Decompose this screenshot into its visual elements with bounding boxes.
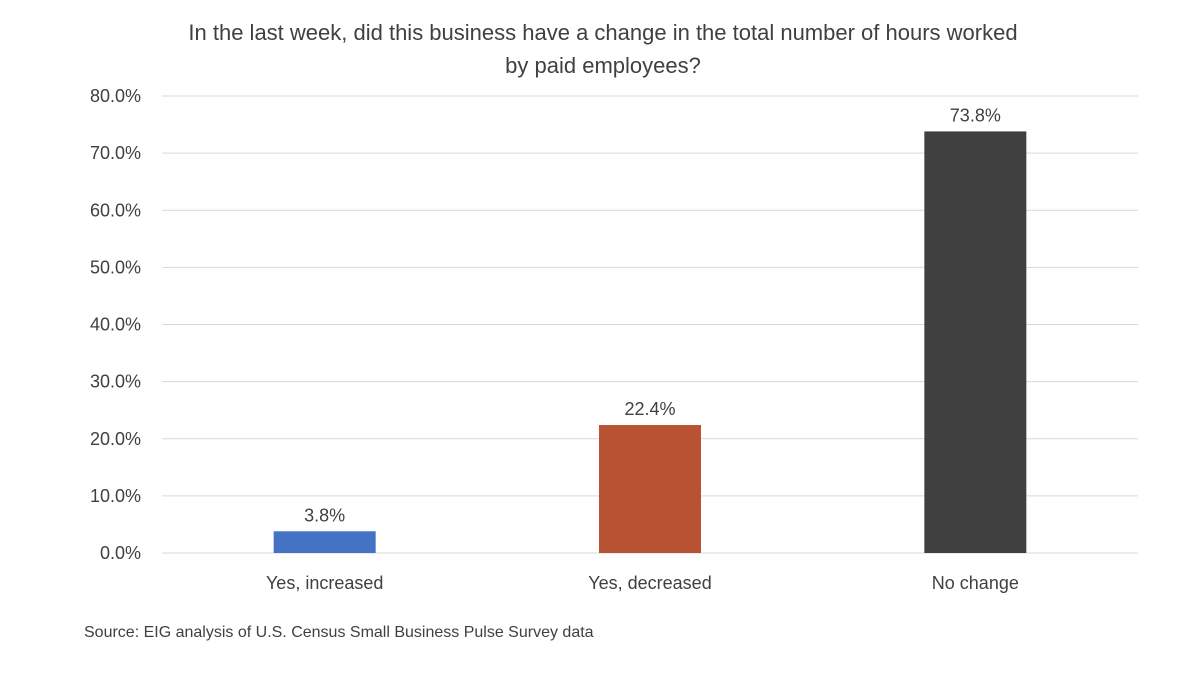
y-tick-label: 60.0% [90, 200, 141, 220]
y-tick-label: 20.0% [90, 429, 141, 449]
data-labels: 3.8% 22.4% 73.8% [304, 105, 1001, 525]
bar [924, 131, 1027, 554]
data-label: 22.4% [624, 399, 675, 419]
y-tick-label: 50.0% [90, 257, 141, 277]
y-tick-label: 0.0% [100, 543, 141, 563]
bars [273, 131, 1027, 554]
y-tick-label: 80.0% [90, 86, 141, 106]
y-tick-label: 40.0% [90, 315, 141, 335]
y-tick-label: 30.0% [90, 372, 141, 392]
chart-title: In the last week, did this business have… [188, 20, 1017, 78]
bar [599, 425, 701, 553]
x-category-label: No change [932, 573, 1019, 593]
y-tick-label: 10.0% [90, 486, 141, 506]
gridlines [162, 95, 1138, 554]
source-note: Source: EIG analysis of U.S. Census Smal… [84, 624, 594, 641]
bar [273, 531, 376, 553]
y-axis-tick-labels: 0.0% 10.0% 20.0% 30.0% 40.0% 50.0% 60.0% 70.0% 8… [90, 86, 141, 563]
x-category-label: Yes, increased [266, 573, 383, 593]
chart-title-line-2: by paid employees? [505, 53, 701, 78]
x-axis-category-labels: Yes, increased Yes, decreased No change [266, 573, 1019, 593]
y-tick-label: 70.0% [90, 143, 141, 163]
x-category-label: Yes, decreased [588, 573, 711, 593]
data-label: 73.8% [950, 105, 1001, 125]
chart-title-line-1: In the last week, did this business have… [188, 20, 1017, 45]
data-label: 3.8% [304, 505, 345, 525]
